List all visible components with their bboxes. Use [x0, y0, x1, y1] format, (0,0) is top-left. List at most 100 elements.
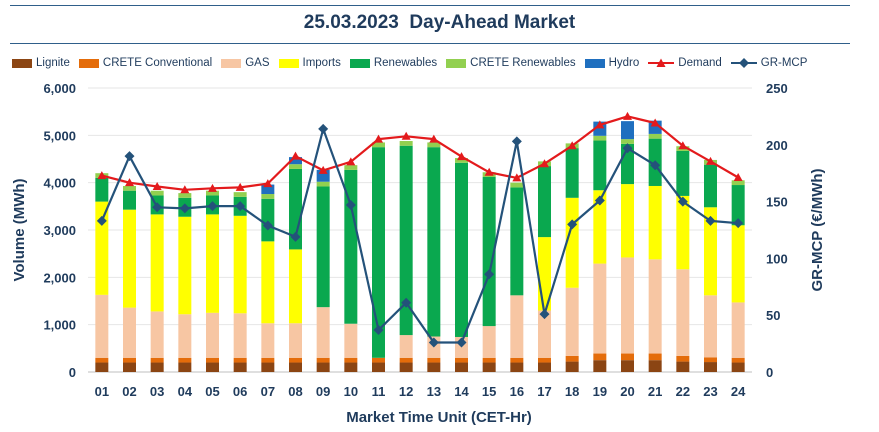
bar-segment-imports [233, 215, 247, 314]
x-tick-label: 16 [510, 384, 524, 399]
bar-segment-renewables [565, 148, 579, 198]
series-line-demand [101, 115, 739, 191]
demand-point [152, 181, 162, 190]
bar-segment-crete-renewables [372, 142, 385, 148]
bar-segment-lignite [150, 362, 164, 372]
bar-segment-crete-conventional [150, 357, 164, 363]
bar-segment-crete-renewables [593, 135, 607, 141]
legend-item-imports: Imports [278, 57, 341, 69]
legend-label: Lignite [36, 57, 70, 69]
legend-swatch [78, 58, 99, 68]
bar-segment-imports [289, 249, 302, 324]
bar-segment-renewables [123, 190, 136, 210]
y2-axis-title: GR-MCP (€/MWh) [809, 168, 826, 291]
bar-segment-crete-renewables [289, 164, 302, 169]
legend-swatch [349, 58, 370, 68]
mcp-point [96, 215, 107, 226]
legend-item-renewables: Renewables [349, 57, 437, 69]
demand-point [540, 159, 549, 168]
x-tick-label: 03 [150, 384, 164, 399]
bar-segment-lignite [399, 362, 413, 372]
bar-segment-gas [123, 307, 136, 358]
x-tick-label: 18 [565, 384, 579, 399]
bar-segment-imports [178, 216, 192, 315]
bar-segment-lignite [289, 362, 302, 372]
bar-segment-lignite [482, 362, 496, 372]
bar-segment-lignite [731, 362, 745, 372]
legend-item-crete-renewables: CRETE Renewables [446, 57, 576, 69]
bar-segment-crete-renewables [233, 192, 247, 197]
demand-point [374, 134, 383, 143]
demand-point [180, 185, 190, 194]
bar-segment-gas [593, 263, 607, 354]
legend-swatch [221, 58, 242, 68]
bar-segment-crete-conventional [482, 357, 496, 363]
mcp-point [511, 136, 522, 147]
legend-item-gas: GAS [221, 57, 270, 69]
bar-segment-gas [178, 314, 192, 358]
bar-segment-crete-conventional [95, 357, 109, 363]
y2-tick-label: 50 [766, 308, 780, 323]
bar-segment-gas [316, 307, 330, 358]
bar-segment-crete-conventional [427, 357, 441, 363]
legend-item-gr-mcp: GR-MCP [730, 57, 808, 69]
demand-point [706, 156, 715, 165]
legend-label: CRETE Conventional [102, 57, 213, 69]
bar-segment-crete-conventional [648, 353, 662, 361]
bar-segment-crete-renewables [399, 141, 413, 146]
y2-tick-label: 0 [766, 365, 773, 380]
y-tick-label: 0 [69, 365, 76, 380]
bar-segment-renewables [344, 169, 358, 324]
bar-segment-lignite [510, 362, 524, 372]
bar-segment-lignite [621, 360, 634, 372]
y2-tick-label: 100 [766, 251, 788, 266]
bar-segment-gas [344, 323, 358, 358]
demand-point [484, 167, 494, 176]
mcp-point [179, 203, 190, 214]
bar-segment-renewables [676, 150, 690, 196]
bar-segment-gas [704, 295, 717, 358]
x-tick-label: 13 [427, 384, 441, 399]
demand-point [291, 151, 300, 160]
demand-point [263, 179, 273, 188]
bar-segment-crete-conventional [316, 357, 330, 363]
bar-segment-imports [648, 185, 662, 260]
demand-point [208, 183, 217, 192]
bar-segment-crete-renewables [731, 180, 745, 186]
bar-segment-renewables [455, 162, 468, 337]
chart-title: 25.03.2023 Day-Ahead Market [303, 12, 576, 33]
x-tick-label: 08 [288, 384, 302, 399]
bar-segment-crete-renewables [261, 194, 275, 199]
bar-segment-gas [510, 295, 524, 358]
legend-label: GR-MCP [760, 57, 808, 69]
legend-label: GAS [245, 57, 270, 69]
demand-point [401, 131, 411, 140]
demand-point [235, 182, 245, 191]
series-line-gr-mcp [100, 125, 739, 344]
bar-segment-gas [206, 312, 219, 358]
legend-item-hydro: Hydro [584, 57, 639, 69]
x-tick-label: 14 [454, 384, 469, 399]
bar-segment-lignite [538, 362, 551, 372]
bar-segment-gas [538, 310, 551, 358]
x-tick-label: 01 [95, 384, 109, 399]
x-tick-label: 19 [593, 384, 607, 399]
x-tick-label: 11 [372, 384, 386, 399]
x-tick-label: 15 [482, 384, 496, 399]
bar-segment-crete-renewables [455, 158, 468, 163]
bar-segment-crete-conventional [704, 357, 717, 363]
bar-segment-gas [261, 323, 275, 358]
legend-swatch [584, 58, 605, 68]
bar-segment-crete-renewables [621, 139, 634, 144]
mcp-point [733, 218, 744, 229]
bar-segment-crete-renewables [316, 181, 330, 187]
mcp-point [207, 201, 218, 212]
y2-tick-label: 250 [766, 81, 788, 96]
bar-segment-gas [289, 323, 302, 358]
mcp-point [290, 231, 301, 242]
bar-segment-imports [593, 190, 607, 264]
bar-segment-imports [261, 241, 275, 324]
x-tick-label: 21 [648, 384, 662, 399]
legend-swatch [278, 58, 299, 68]
legend-item-crete-conventional: CRETE Conventional [78, 57, 213, 69]
